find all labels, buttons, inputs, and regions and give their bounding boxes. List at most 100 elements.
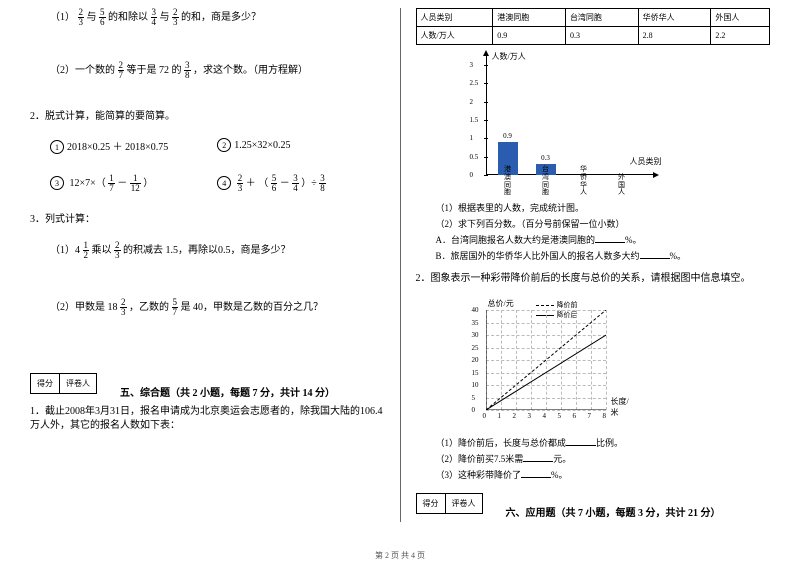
text: 与 <box>87 12 97 23</box>
text: 与 <box>160 12 170 23</box>
text: （1）4 <box>50 245 80 256</box>
text: （2）甲数是 18 <box>50 302 118 313</box>
sub-q: （2）降价前买7.5米需元。 <box>436 452 771 465</box>
text: ）÷ <box>301 178 317 189</box>
fraction: 34 <box>292 174 299 193</box>
text: － <box>117 178 127 189</box>
fraction: 23 <box>78 8 85 27</box>
s6-question: 2．图象表示一种彩带降价前后的长度与总价的关系，请根据图中信息填空。 <box>416 272 771 286</box>
blank[interactable] <box>640 258 670 259</box>
grader-label: 评卷人 <box>445 493 483 514</box>
y-axis-title: 人数/万人 <box>492 51 526 62</box>
q1-2: （2）一个数的 27 等于是 72 的 38 ，求这个数。（用方程解） <box>50 61 385 80</box>
chart-lines <box>486 310 606 410</box>
fraction: 23 <box>172 8 179 27</box>
fraction: 27 <box>118 61 125 80</box>
q3-1: （1）4 12 乘以 23 的积减去 1.5，再除以0.5，商是多少？ <box>50 241 385 260</box>
blank[interactable] <box>523 461 553 462</box>
problem-2b: 1.25×32×0.25 <box>234 140 290 151</box>
sub-q: （2）求下列百分数。（百分号前保留一位小数） <box>436 217 771 230</box>
fraction: 23 <box>120 298 127 317</box>
text: 的积减去 1.5，再除以0.5，商是多少？ <box>123 245 291 256</box>
text: 12×7×（ <box>70 178 106 189</box>
circle-num: 2 <box>217 138 231 152</box>
data-table: 人员类别 港澳同胞 台湾同胞 华侨华人 外国人 人数/万人 0.9 0.3 2.… <box>416 8 771 45</box>
fraction: 56 <box>271 174 278 193</box>
table-row: 人员类别 港澳同胞 台湾同胞 华侨华人 外国人 <box>416 9 770 27</box>
table-cell: 2.8 <box>638 27 711 45</box>
s6-subquestions: （1）降价前后，长度与总价都成比例。 （2）降价前买7.5米需元。 （3）这种彩… <box>436 436 771 481</box>
text: 是 40，甲数是乙数的百分之几？ <box>181 302 324 313</box>
fraction: 23 <box>237 174 244 193</box>
text: 的和除以 <box>108 12 148 23</box>
table-header: 台湾同胞 <box>565 9 638 27</box>
table-header: 港澳同胞 <box>493 9 566 27</box>
text: （2）一个数的 <box>50 65 115 76</box>
score-label: 得分 <box>416 493 446 514</box>
q3-2: （2）甲数是 18 23 ，乙数的 57 是 40，甲数是乙数的百分之几？ <box>50 298 385 317</box>
table-cell: 0.9 <box>493 27 566 45</box>
s5-question: 1．截止2008年3月31日，报名申请成为北京奥运会志愿者的，除我国大陆的106… <box>30 405 385 433</box>
table-header: 人员类别 <box>416 9 493 27</box>
x-axis-title: 长度/米 <box>611 396 636 418</box>
sub-q: B．旅居国外的华侨华人比外国人的报名人数多大约%。 <box>436 249 771 262</box>
s5-subquestions: （1）根据表里的人数，完成统计图。 （2）求下列百分数。（百分号前保留一位小数）… <box>436 201 771 262</box>
table-cell: 人数/万人 <box>416 27 493 45</box>
right-column: 人员类别 港澳同胞 台湾同胞 华侨华人 外国人 人数/万人 0.9 0.3 2.… <box>401 8 771 522</box>
fraction: 38 <box>319 174 326 193</box>
arrow-icon <box>653 172 659 178</box>
text: 等于是 72 的 <box>127 65 182 76</box>
legend-dash-icon <box>536 305 554 306</box>
section-2-title: 2．脱式计算，能简算的要简算。 <box>30 110 385 124</box>
text: ＋ （ <box>246 178 271 189</box>
x-axis-title: 人员类别 <box>630 156 662 167</box>
table-row: 人数/万人 0.9 0.3 2.8 2.2 <box>416 27 770 45</box>
circle-num: 3 <box>50 176 64 190</box>
table-cell: 0.3 <box>565 27 638 45</box>
table-header: 华侨华人 <box>638 9 711 27</box>
blank[interactable] <box>521 477 551 478</box>
problem-2a: 2018×0.25 ＋ 2018×0.75 <box>67 142 168 153</box>
text: （1） <box>50 12 75 23</box>
page-number: 第 2 页 共 4 页 <box>0 550 800 561</box>
line-chart: 降价前 降价后 总价/元 长度/米 0510152025303540012345… <box>466 300 636 430</box>
score-box: 得分 评卷人 <box>416 493 482 514</box>
sub-q: （1）降价前后，长度与总价都成比例。 <box>436 436 771 449</box>
q1-1: （1） 23 与 56 的和除以 34 与 23 的和，商是多少？ <box>50 8 385 27</box>
text: 的和，商是多少？ <box>181 12 261 23</box>
fraction: 17 <box>108 174 115 193</box>
sub-q: （3）这种彩带降价了%。 <box>436 468 771 481</box>
table-cell: 2.2 <box>711 27 770 45</box>
circle-num: 1 <box>50 140 64 154</box>
fraction: 57 <box>172 298 179 317</box>
section-5-title: 五、综合题（共 2 小题，每题 7 分，共计 14 分） <box>120 384 385 399</box>
score-label: 得分 <box>30 373 60 394</box>
text: ） <box>143 178 153 189</box>
fraction: 112 <box>130 174 141 193</box>
fraction: 23 <box>114 241 121 260</box>
blank[interactable] <box>566 445 596 446</box>
bar-chart: 人数/万人 人员类别 00.511.522.530.9港澳同胞0.3台湾同胞华侨… <box>456 53 656 193</box>
fraction: 34 <box>151 8 158 27</box>
legend-label: 降价前 <box>557 300 578 310</box>
page: （1） 23 与 56 的和除以 34 与 23 的和，商是多少？ （2）一个数… <box>0 0 800 522</box>
problem-row: 3 12×7×（ 17 － 112 ） 4 23 ＋ （ 56 － 34 ）÷ … <box>50 174 385 193</box>
score-box: 得分 评卷人 <box>30 373 96 394</box>
problem-row: 12018×0.25 ＋ 2018×0.75 21.25×32×0.25 <box>50 138 385 154</box>
text: － <box>280 178 293 189</box>
fraction: 12 <box>83 241 90 260</box>
text: ，乙数的 <box>129 302 169 313</box>
fraction: 56 <box>99 8 106 27</box>
grader-label: 评卷人 <box>59 373 97 394</box>
sub-q: （1）根据表里的人数，完成统计图。 <box>436 201 771 214</box>
sub-q: A．台湾同胞报名人数大约是港澳同胞的%。 <box>436 233 771 246</box>
text: ，求这个数。（用方程解） <box>193 65 308 76</box>
text: 乘以 <box>92 245 112 256</box>
left-column: （1） 23 与 56 的和除以 34 与 23 的和，商是多少？ （2）一个数… <box>30 8 401 522</box>
section-3-title: 3．列式计算： <box>30 213 385 227</box>
section-6-title: 六、应用题（共 7 小题，每题 3 分，共计 21 分） <box>506 504 771 519</box>
table-header: 外国人 <box>711 9 770 27</box>
fraction: 38 <box>184 61 191 80</box>
blank[interactable] <box>595 242 625 243</box>
circle-num: 4 <box>217 176 231 190</box>
